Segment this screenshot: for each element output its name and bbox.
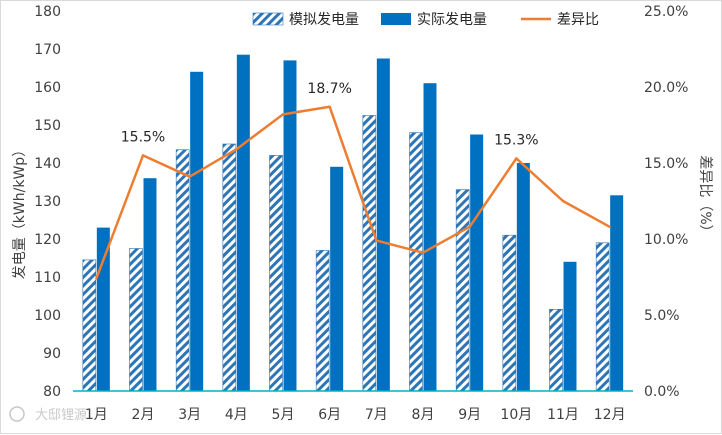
line-point [188, 175, 191, 178]
y2-tick-label: 20.0% [644, 80, 688, 96]
bar-actual [283, 60, 297, 392]
bar-simulated [362, 115, 377, 392]
line-point [561, 199, 565, 203]
y2-tick-label: 25.0% [644, 4, 688, 20]
legend-label-actual: 实际发电量 [417, 12, 487, 28]
bar-actual [423, 83, 437, 391]
y-tick-label: 100 [34, 308, 61, 324]
y-axis-title: 发电量（kWh/kWp） [12, 143, 28, 279]
x-tick-label: 10月 [500, 407, 532, 423]
bar-simulated [549, 308, 563, 392]
x-tick-label: 8月 [412, 407, 435, 423]
bar-actual [516, 163, 530, 391]
bar-simulated [502, 234, 517, 392]
bar-simulated [129, 248, 143, 392]
bar-actual [330, 166, 344, 391]
y2-tick-label: 15.0% [644, 156, 688, 172]
bar-simulated [269, 155, 283, 392]
bar-actual [143, 178, 157, 391]
bar-actual [470, 134, 484, 391]
x-tick-label: 1月 [85, 407, 108, 423]
x-tick-label: 12月 [594, 407, 626, 423]
x-tick-label: 3月 [178, 407, 201, 423]
y2-tick-label: 0.0% [644, 384, 680, 400]
x-tick-label: 6月 [318, 407, 341, 423]
line-point [141, 154, 145, 157]
x-tick-label: 5月 [272, 407, 295, 423]
x-tick-label: 9月 [458, 407, 481, 423]
line-point [375, 239, 378, 242]
y-tick-label: 150 [34, 118, 61, 134]
bar-simulated [455, 189, 470, 392]
data-label: 15.3% [494, 132, 538, 148]
y-tick-label: 80 [43, 384, 61, 400]
watermark-icon [9, 406, 25, 422]
line-point [608, 225, 611, 229]
line-point [95, 277, 98, 280]
y2-tick-label: 5.0% [644, 308, 680, 324]
legend-label-diff-ratio: 差异比 [557, 12, 599, 28]
y-tick-label: 90 [43, 346, 61, 362]
y-tick-label: 160 [34, 80, 61, 96]
legend-label-simulated: 模拟发电量 [289, 12, 359, 28]
x-tick-label: 2月 [132, 407, 155, 423]
y-tick-label: 120 [34, 232, 61, 248]
y-tick-label: 170 [34, 42, 61, 58]
y-tick-label: 110 [34, 270, 61, 286]
data-label: 18.7% [307, 81, 351, 97]
x-tick-label: 4月 [225, 407, 248, 423]
bar-actual [236, 54, 250, 391]
bar-simulated [82, 259, 97, 392]
bar-actual [610, 195, 624, 391]
bar-simulated [315, 250, 330, 392]
y-tick-label: 140 [34, 156, 61, 172]
bar-simulated [595, 242, 610, 392]
line-point [468, 225, 471, 229]
bar-actual [563, 261, 577, 391]
line-point [515, 157, 518, 160]
y-tick-label: 180 [34, 4, 61, 20]
x-tick-label: 7月 [365, 407, 388, 423]
x-tick-label: 11月 [547, 407, 579, 423]
line-point [281, 113, 285, 116]
y2-tick-label: 10.0% [644, 232, 688, 248]
line-point [421, 251, 425, 254]
watermark: 大邸锂源 [9, 406, 87, 423]
bar-simulated [222, 143, 237, 392]
legend-swatch-simulated [252, 12, 284, 26]
watermark-text: 大邸锂源 [35, 408, 87, 423]
bar-actual [376, 58, 390, 391]
bar-actual [190, 71, 204, 392]
data-label: 15.5% [121, 129, 165, 145]
legend-swatch-actual [381, 13, 411, 25]
bar-simulated [175, 149, 190, 392]
bar-simulated [409, 132, 423, 392]
line-point [235, 148, 238, 151]
line-point [328, 105, 331, 108]
y-tick-label: 130 [34, 194, 61, 210]
line-series-diff-ratio [95, 105, 611, 279]
y2-axis-title: 差异比（%） [697, 155, 713, 238]
bar-actual [96, 227, 110, 391]
